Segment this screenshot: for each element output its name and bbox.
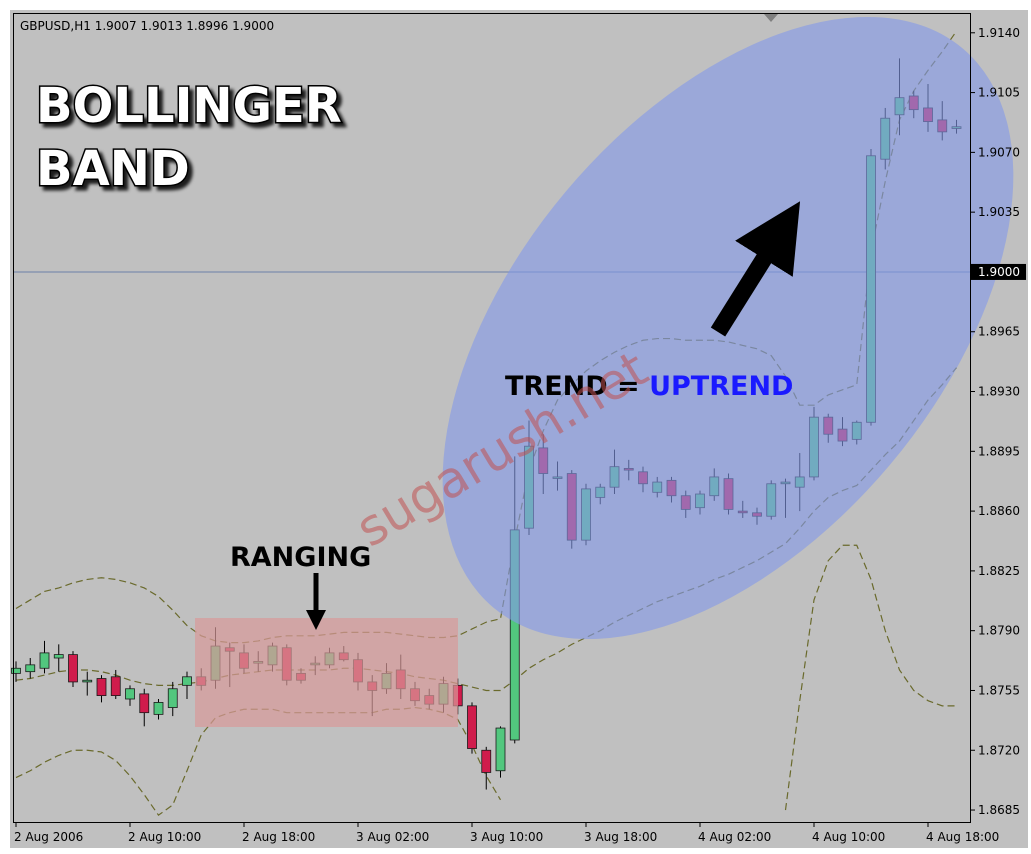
price-label-box	[971, 263, 1026, 280]
x-tick-label: 4 Aug 18:00	[926, 830, 999, 844]
y-tick-label: 1.8825	[978, 564, 1020, 578]
candle-body	[39, 652, 50, 669]
candle-body	[96, 678, 107, 696]
up-arrow	[710, 201, 801, 337]
y-tick-label: 1.8790	[978, 624, 1020, 638]
y-tick-label: 1.8965	[978, 325, 1020, 339]
candle-body	[11, 667, 21, 674]
candle-body	[25, 664, 36, 673]
chart-title: BOLLINGER	[36, 78, 342, 134]
y-tick-label: 1.8720	[978, 743, 1020, 757]
candle-body	[467, 705, 477, 749]
chart-title: BAND	[36, 141, 190, 197]
y-tick-label: 1.9070	[978, 145, 1020, 159]
candle-body	[53, 654, 64, 659]
x-tick-label: 3 Aug 10:00	[470, 830, 543, 844]
x-tick-label: 2 Aug 18:00	[242, 830, 315, 844]
uptrend-text: UPTREND	[649, 371, 793, 402]
candle-body	[495, 727, 506, 772]
y-tick-label: 1.8860	[978, 504, 1020, 518]
y-tick-label: 1.9000	[978, 265, 1020, 279]
x-tick-label: 2 Aug 10:00	[128, 830, 201, 844]
ranging-box	[195, 618, 458, 727]
candle-body	[68, 654, 78, 683]
x-tick-label: 3 Aug 18:00	[584, 830, 657, 844]
y-tick-label: 1.8930	[978, 385, 1020, 399]
x-tick-label: 4 Aug 10:00	[812, 830, 885, 844]
plot-frame	[13, 13, 971, 823]
candle-body	[139, 693, 150, 714]
y-tick-label: 1.9140	[978, 26, 1020, 40]
candle-body	[167, 688, 178, 708]
candle-body	[481, 749, 492, 773]
x-tick-label: 2 Aug 2006	[14, 830, 83, 844]
shift-marker	[764, 14, 778, 22]
chart-header: GBPUSD,H1 1.9007 1.9013 1.8996 1.9000	[20, 19, 274, 33]
y-tick-label: 1.8755	[978, 683, 1020, 697]
x-tick-label: 3 Aug 02:00	[356, 830, 429, 844]
candle-body	[182, 676, 192, 686]
x-tick-label: 4 Aug 02:00	[698, 830, 771, 844]
candle-body	[110, 676, 121, 696]
trend-text: TREND =	[505, 371, 640, 402]
ranging-label: RANGING	[230, 542, 371, 573]
candle-body	[82, 679, 93, 683]
candle-body	[125, 688, 135, 700]
y-tick-label: 1.8685	[978, 803, 1020, 817]
candle-body	[153, 702, 164, 715]
y-tick-label: 1.8895	[978, 444, 1020, 458]
y-tick-label: 1.9105	[978, 86, 1020, 100]
y-tick-label: 1.9035	[978, 205, 1020, 219]
trend-label: TREND = UPTREND	[505, 371, 793, 402]
